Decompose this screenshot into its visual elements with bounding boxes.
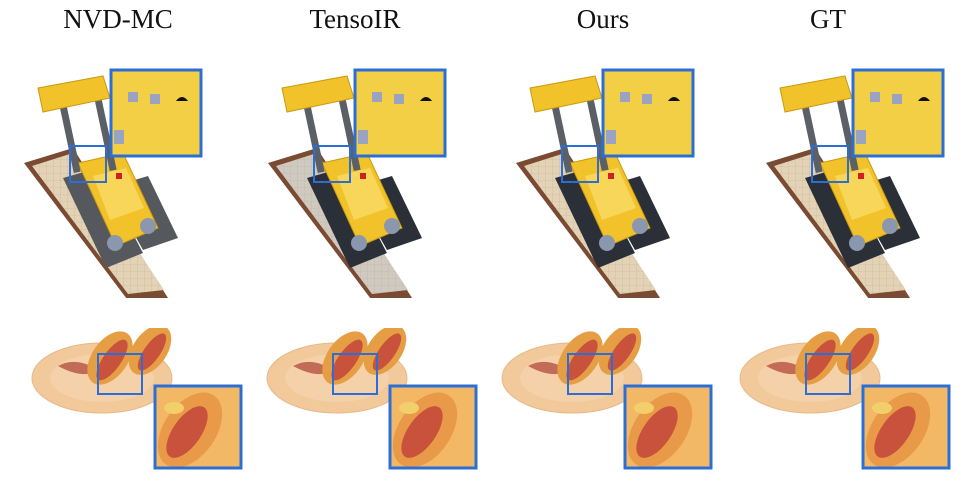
column-title-tensoir: TensoIR bbox=[309, 4, 401, 34]
hotdog-panel-nvd-mc bbox=[30, 328, 250, 478]
lego-panel-ours bbox=[510, 68, 740, 298]
lego-render-tensoir bbox=[268, 68, 447, 298]
wheel bbox=[107, 235, 123, 251]
hotdog-right bbox=[836, 328, 880, 375]
wheel bbox=[599, 235, 615, 251]
column-title-gt: GT bbox=[810, 4, 846, 34]
zoom-inset bbox=[601, 68, 695, 158]
lego-render-nvd-mc bbox=[24, 68, 203, 298]
wheel bbox=[849, 235, 865, 251]
column-title-nvd-mc: NVD-MC bbox=[63, 4, 173, 34]
lego-render-ours bbox=[516, 68, 695, 298]
hotdog-render-nvd-mc bbox=[31, 328, 243, 470]
zoom-region-marker bbox=[332, 353, 378, 395]
hotdog-right bbox=[598, 328, 642, 375]
wheel bbox=[384, 218, 400, 234]
zoom-region-marker bbox=[313, 145, 351, 183]
zoom-inset bbox=[109, 68, 203, 158]
lego-render-gt bbox=[766, 68, 945, 298]
hotdog-render-tensoir bbox=[266, 328, 478, 470]
hotdog-render-ours bbox=[501, 328, 713, 470]
hotdog-panel-ours bbox=[500, 328, 720, 478]
zoom-region-marker bbox=[567, 353, 613, 395]
arm-left bbox=[302, 98, 325, 174]
arm-left bbox=[58, 98, 81, 174]
zoom-region-marker bbox=[561, 145, 599, 183]
wheel bbox=[140, 218, 156, 234]
zoom-inset bbox=[851, 68, 945, 158]
lego-panel-tensoir bbox=[262, 68, 492, 298]
hotdog-right bbox=[363, 328, 407, 375]
zoom-inset bbox=[861, 384, 951, 470]
arm-left bbox=[800, 98, 823, 174]
hotdog-panel-gt bbox=[738, 328, 958, 478]
hotdog-panel-tensoir bbox=[265, 328, 485, 478]
arm-left bbox=[550, 98, 573, 174]
hotdog-render-gt bbox=[739, 328, 951, 470]
lego-panel-gt bbox=[760, 68, 964, 298]
zoom-region-marker bbox=[811, 145, 849, 183]
zoom-region-marker bbox=[805, 353, 851, 395]
lego-panel-nvd-mc bbox=[18, 68, 248, 298]
wheel bbox=[351, 235, 367, 251]
wheel bbox=[882, 218, 898, 234]
zoom-inset bbox=[623, 384, 713, 470]
zoom-region-marker bbox=[69, 145, 107, 183]
zoom-region-marker bbox=[97, 353, 143, 395]
zoom-inset bbox=[353, 68, 447, 158]
column-title-ours: Ours bbox=[576, 4, 630, 34]
hotdog-right bbox=[128, 328, 172, 375]
wheel bbox=[632, 218, 648, 234]
zoom-inset bbox=[153, 384, 243, 470]
zoom-inset bbox=[388, 384, 478, 470]
